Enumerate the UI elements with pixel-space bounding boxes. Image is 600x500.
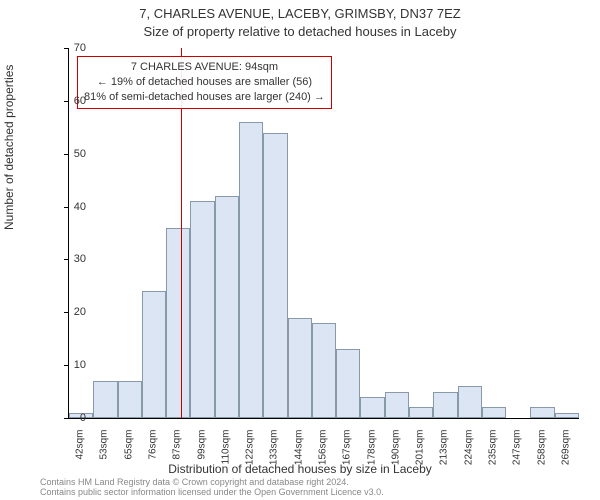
x-tick-label: 110sqm: [220, 430, 231, 480]
x-tick-label: 156sqm: [318, 430, 329, 480]
histogram-bar: [166, 228, 190, 418]
x-tick-label: 76sqm: [148, 430, 159, 480]
y-axis-label: Number of detached properties: [2, 65, 16, 230]
x-tick-label: 213sqm: [439, 430, 450, 480]
x-tick-label: 269sqm: [560, 430, 571, 480]
y-tick-label: 0: [56, 412, 86, 424]
y-tick-label: 10: [56, 359, 86, 371]
footer-attribution: Contains HM Land Registry data © Crown c…: [40, 478, 384, 498]
x-tick-label: 87sqm: [172, 430, 183, 480]
annot-line3: 81% of semi-detached houses are larger (…: [84, 90, 325, 105]
y-tick-label: 20: [56, 306, 86, 318]
x-tick-label: 167sqm: [342, 430, 353, 480]
y-tick-label: 30: [56, 253, 86, 265]
x-tick-label: 99sqm: [196, 430, 207, 480]
histogram-bar: [555, 413, 579, 418]
x-tick-label: 235sqm: [488, 430, 499, 480]
x-tick-label: 224sqm: [463, 430, 474, 480]
annotation-box: 7 CHARLES AVENUE: 94sqm← 19% of detached…: [77, 56, 332, 109]
annot-line1: 7 CHARLES AVENUE: 94sqm: [84, 60, 325, 75]
histogram-bar: [336, 349, 360, 418]
x-tick-label: 144sqm: [293, 430, 304, 480]
x-tick-label: 178sqm: [366, 430, 377, 480]
histogram-bar: [239, 122, 263, 418]
plot-area: 7 CHARLES AVENUE: 94sqm← 19% of detached…: [68, 48, 579, 419]
y-tick-label: 70: [56, 42, 86, 54]
x-tick-label: 65sqm: [123, 430, 134, 480]
x-tick-label: 247sqm: [512, 430, 523, 480]
x-tick-label: 53sqm: [99, 430, 110, 480]
y-tick-label: 40: [56, 201, 86, 213]
histogram-bar: [360, 397, 384, 418]
histogram-bar: [312, 323, 336, 418]
histogram-bar: [482, 407, 506, 418]
chart-container: 7, CHARLES AVENUE, LACEBY, GRIMSBY, DN37…: [0, 0, 600, 500]
x-tick-label: 258sqm: [536, 430, 547, 480]
x-tick-label: 122sqm: [245, 430, 256, 480]
histogram-bar: [118, 381, 142, 418]
histogram-bar: [93, 381, 117, 418]
histogram-bar: [458, 386, 482, 418]
annot-line2: ← 19% of detached houses are smaller (56…: [84, 75, 325, 90]
histogram-bar: [215, 196, 239, 418]
chart-subtitle: Size of property relative to detached ho…: [0, 24, 600, 39]
y-tick-label: 60: [56, 95, 86, 107]
x-tick-label: 190sqm: [390, 430, 401, 480]
x-tick-label: 42sqm: [75, 430, 86, 480]
histogram-bar: [433, 392, 457, 418]
footer-line2: Contains public sector information licen…: [40, 488, 384, 498]
chart-title-address: 7, CHARLES AVENUE, LACEBY, GRIMSBY, DN37…: [0, 6, 600, 21]
histogram-bar: [530, 407, 554, 418]
histogram-bar: [288, 318, 312, 418]
histogram-bar: [409, 407, 433, 418]
histogram-bar: [385, 392, 409, 418]
histogram-bar: [142, 291, 166, 418]
x-tick-label: 133sqm: [269, 430, 280, 480]
y-tick-label: 50: [56, 148, 86, 160]
histogram-bar: [263, 133, 287, 418]
x-tick-label: 201sqm: [415, 430, 426, 480]
histogram-bar: [190, 201, 214, 418]
